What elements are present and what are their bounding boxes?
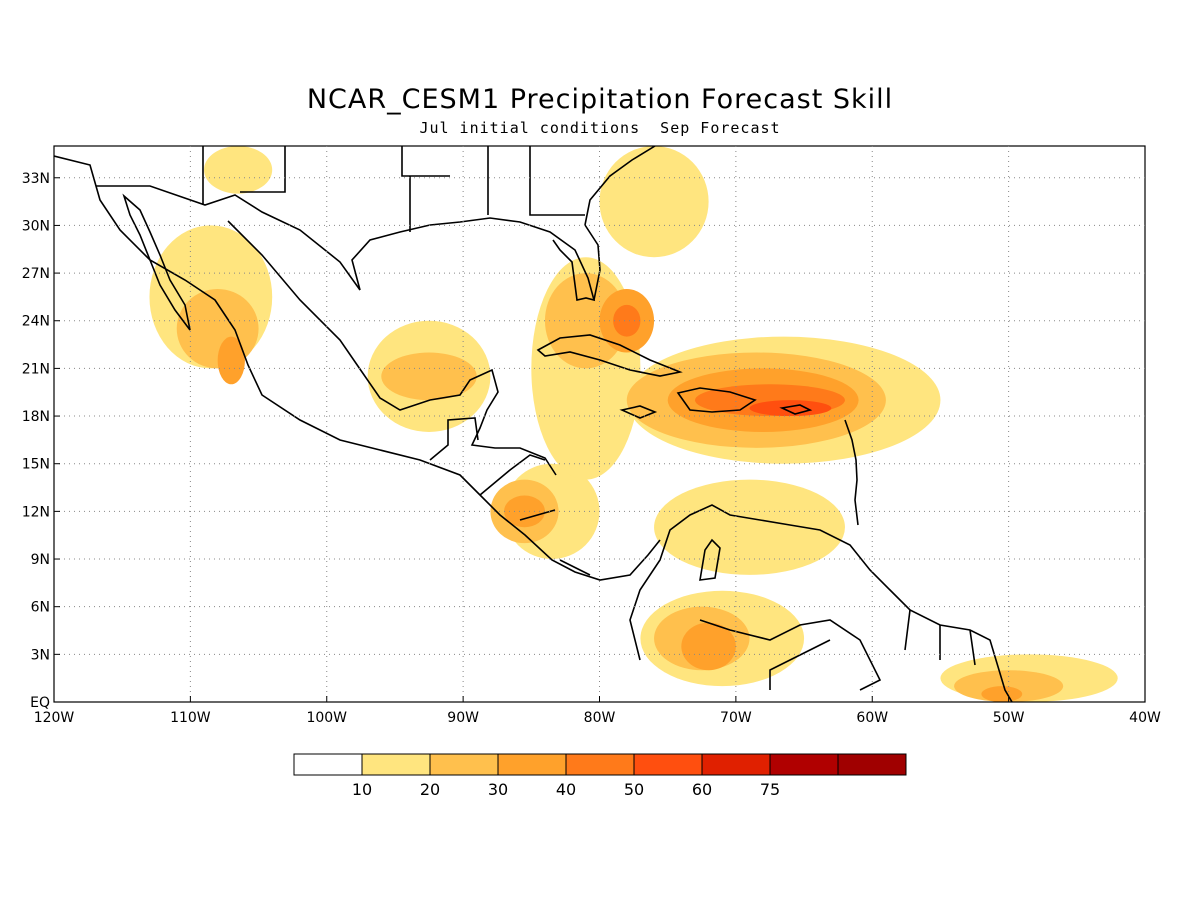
coastline-mexico-pacific bbox=[54, 155, 661, 581]
lat-tick-label: 27N bbox=[22, 266, 50, 282]
lon-tick-label: 120W bbox=[34, 710, 75, 726]
chart-title: NCAR_CESM1 Precipitation Forecast Skill bbox=[306, 84, 894, 115]
skill-region-10-7 bbox=[654, 479, 845, 575]
lat-tick-label: 15N bbox=[22, 457, 50, 473]
colorbar-label: 50 bbox=[624, 780, 644, 799]
lat-tick-label: EQ bbox=[30, 695, 50, 711]
lon-tick-label: 110W bbox=[170, 710, 211, 726]
skill-region-20-13 bbox=[544, 273, 627, 369]
colorbar-swatch bbox=[361, 753, 431, 776]
colorbar: 10 20 30 40 50 60 75 bbox=[293, 753, 907, 799]
coastline-us-gulf bbox=[351, 217, 596, 302]
colorbar-swatch bbox=[769, 753, 839, 776]
border-us-states bbox=[202, 146, 585, 232]
lat-tick-label: 6N bbox=[31, 600, 50, 616]
border-us-mexico bbox=[96, 185, 361, 291]
colorbar-swatch bbox=[565, 753, 635, 776]
coastline-gulf-of-mexico bbox=[227, 220, 557, 476]
lat-tick-label: 30N bbox=[22, 218, 50, 234]
lon-tick-label: 100W bbox=[306, 710, 347, 726]
coastline-maracaibo bbox=[699, 538, 721, 581]
lon-tick-label: 90W bbox=[447, 710, 479, 726]
coastline-hispaniola bbox=[676, 387, 757, 413]
coastline-antilles-arc bbox=[844, 419, 859, 526]
lon-tick-label: 80W bbox=[584, 710, 616, 726]
colorbar-label: 20 bbox=[420, 780, 440, 799]
coastline-south-america-north bbox=[629, 504, 1013, 702]
skill-region-10-6 bbox=[599, 146, 709, 258]
colorbar-label: 10 bbox=[352, 780, 372, 799]
colorbar-swatch bbox=[837, 753, 907, 776]
colorbar-swatch bbox=[701, 753, 771, 776]
skill-region-30-21 bbox=[681, 622, 736, 671]
lat-tick-label: 33N bbox=[22, 171, 50, 187]
colorbar-label: 40 bbox=[556, 780, 576, 799]
chart-subtitle: Jul initial conditions Sep Forecast bbox=[419, 119, 781, 137]
coastline-jamaica bbox=[619, 405, 658, 419]
colorbar-swatch bbox=[633, 753, 703, 776]
coastline-layer bbox=[54, 146, 1013, 702]
lat-tick-label: 9N bbox=[31, 552, 50, 568]
graticule bbox=[54, 146, 1145, 702]
lon-tick-label: 50W bbox=[993, 710, 1025, 726]
border-south-america bbox=[699, 609, 976, 691]
coastline-florida-atlantic bbox=[584, 146, 656, 301]
colorbar-swatch bbox=[497, 753, 567, 776]
skill-region-40-23 bbox=[613, 304, 641, 337]
lat-tick-label: 18N bbox=[22, 409, 50, 425]
coastline-puerto-rico bbox=[779, 404, 813, 415]
skill-region-50-25 bbox=[749, 400, 832, 417]
skill-region-30-22 bbox=[981, 686, 1023, 702]
colorbar-label: 60 bbox=[692, 780, 712, 799]
coastline-cuba bbox=[536, 334, 683, 377]
lat-tick-label: 3N bbox=[31, 647, 50, 663]
skill-region-20-11 bbox=[381, 352, 477, 401]
colorbar-label: 75 bbox=[760, 780, 780, 799]
coastline-baja bbox=[122, 193, 191, 331]
lat-tick-label: 24N bbox=[22, 314, 50, 330]
colorbar-swatch bbox=[293, 753, 363, 776]
lon-tick-label: 70W bbox=[720, 710, 752, 726]
skill-region-30-17 bbox=[217, 336, 245, 385]
colorbar-swatch bbox=[429, 753, 499, 776]
lon-tick-label: 60W bbox=[856, 710, 888, 726]
axis-ticks: 120W 110W 100W 90W 80W 70W 60W 50W 40W EQ 3N 6N 9N 12… bbox=[22, 171, 1161, 726]
colorbar-label: 30 bbox=[488, 780, 508, 799]
lat-tick-label: 21N bbox=[22, 361, 50, 377]
lat-tick-label: 12N bbox=[22, 504, 50, 520]
skill-shading-layer bbox=[149, 146, 1118, 702]
lon-tick-label: 40W bbox=[1129, 710, 1161, 726]
border-central-america bbox=[429, 417, 591, 576]
skill-region-10-1 bbox=[204, 146, 273, 194]
